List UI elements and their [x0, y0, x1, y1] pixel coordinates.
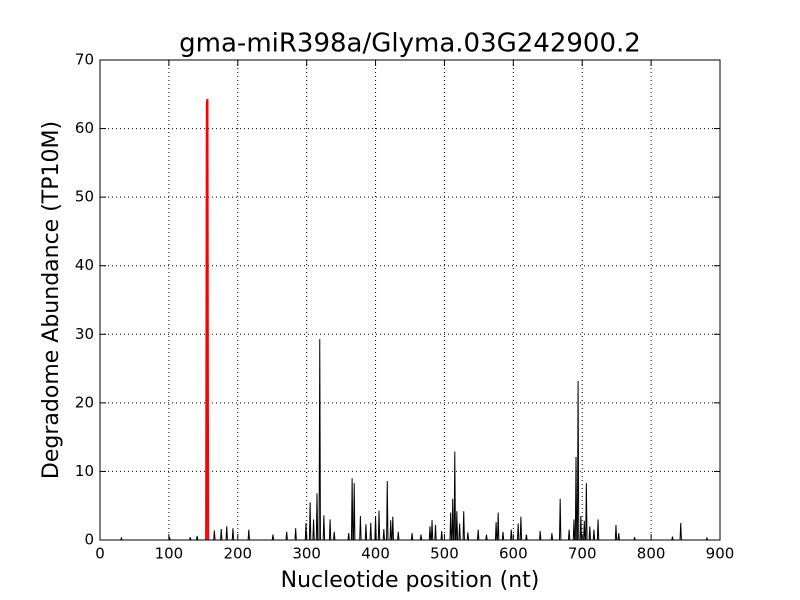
y-tick-label: 40 [75, 256, 94, 274]
y-tick-label: 0 [84, 531, 94, 549]
x-tick-label: 300 [292, 545, 321, 563]
x-tick-label: 400 [361, 545, 390, 563]
x-tick-label: 100 [155, 545, 184, 563]
x-tick-label: 600 [499, 545, 528, 563]
x-tick-label: 500 [430, 545, 459, 563]
y-tick-label: 20 [75, 393, 94, 411]
y-tick-label: 10 [75, 462, 94, 480]
y-tick-label: 30 [75, 325, 94, 343]
y-tick-label: 70 [75, 51, 94, 69]
x-tick-label: 800 [637, 545, 666, 563]
axes-frame [99, 59, 721, 541]
x-tick-label: 700 [568, 545, 597, 563]
x-tick-label: 900 [706, 545, 735, 563]
x-tick-label: 0 [95, 545, 105, 563]
x-tick-label: 200 [223, 545, 252, 563]
y-tick-label: 60 [75, 119, 94, 137]
y-axis-label: Degradome Abundance (TP10M) [39, 121, 64, 479]
series-line [205, 98, 210, 541]
chart-title: gma-miR398a/Glyma.03G242900.2 [179, 29, 641, 59]
x-axis-label: Nucleotide position (nt) [281, 568, 540, 593]
y-tick-label: 50 [75, 188, 94, 206]
